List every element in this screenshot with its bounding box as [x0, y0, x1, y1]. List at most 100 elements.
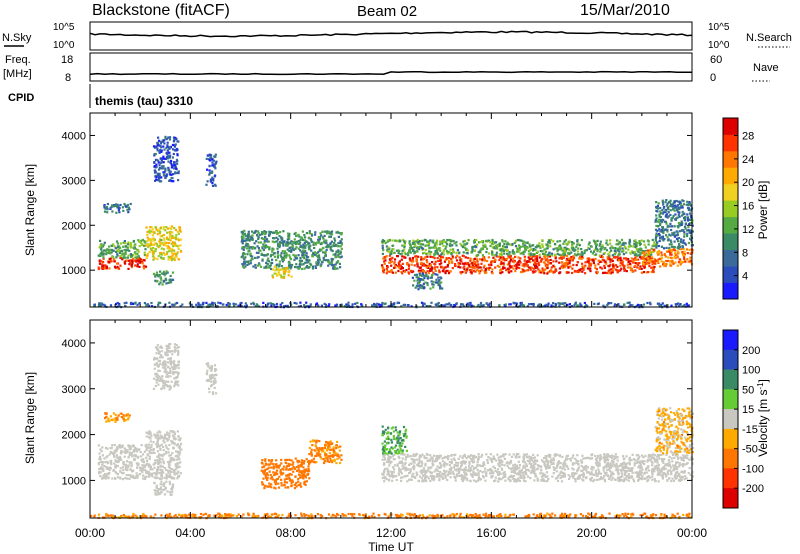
power-cell [568, 240, 571, 243]
velocity-cell [180, 448, 183, 451]
power-cell [131, 261, 134, 264]
power-cell [152, 237, 155, 240]
power-cell [242, 248, 245, 251]
velocity-cell [172, 446, 175, 449]
power-cell [491, 246, 494, 249]
power-cell [153, 169, 156, 172]
velocity-cell [153, 481, 156, 484]
velocity-cell [144, 464, 147, 467]
power-cell [311, 255, 314, 258]
power-cell [627, 245, 630, 248]
power-cell [530, 257, 533, 260]
velocity-cell [175, 458, 178, 461]
velocity-cell [114, 464, 117, 467]
power-cell [502, 249, 505, 252]
power-cell [679, 201, 682, 204]
power-cell [143, 259, 146, 262]
power-cell [635, 253, 638, 256]
power-cell [481, 305, 484, 308]
power-cell [633, 258, 636, 262]
power-cell [676, 231, 679, 234]
power-cell [160, 278, 163, 281]
power-cell [495, 247, 498, 250]
power-cell [306, 264, 309, 268]
power-cell [532, 303, 535, 306]
power-cell [516, 266, 519, 269]
power-cell [139, 261, 142, 264]
velocity-cell [112, 452, 115, 455]
power-cell [413, 279, 416, 282]
power-cell [534, 246, 537, 249]
power-cell [680, 248, 683, 251]
velocity-cell [173, 443, 176, 446]
power-cell [537, 304, 540, 307]
velocity-cell [205, 362, 208, 366]
power-cell [176, 154, 179, 157]
power-cell [461, 262, 464, 265]
power-cell [270, 253, 273, 256]
power-cell [528, 258, 532, 261]
power-cell [433, 257, 436, 260]
power-cell [98, 262, 102, 265]
power-cell [404, 252, 407, 256]
power-cell [97, 266, 100, 269]
power-cell [174, 254, 178, 257]
power-cell [329, 248, 332, 251]
power-cell [452, 248, 455, 251]
power-cell [548, 262, 551, 265]
power-cell [661, 220, 664, 223]
power-cell [388, 238, 391, 242]
power-cell [511, 249, 514, 252]
power-cell [227, 302, 230, 305]
power-cell [488, 302, 491, 305]
power-cell [655, 220, 658, 223]
power-cell [571, 271, 574, 275]
power-cell [623, 257, 626, 260]
power-cell [690, 234, 693, 237]
power-cell [523, 245, 526, 248]
power-cell [499, 269, 502, 272]
power-cell [307, 261, 310, 264]
power-cell [526, 265, 529, 268]
power-cell [632, 245, 635, 248]
velocity-cell [170, 361, 173, 364]
power-cell [450, 258, 453, 261]
power-cell [197, 301, 200, 305]
velocity-cell [116, 446, 119, 449]
power-cell [248, 238, 251, 241]
power-cell [118, 302, 121, 305]
power-cell [651, 257, 654, 260]
power-cell [550, 238, 553, 241]
power-cell [686, 252, 689, 255]
power-cell [514, 240, 517, 243]
power-cell [247, 234, 250, 237]
velocity-cell [156, 476, 159, 479]
power-cell [439, 258, 442, 261]
power-cell [427, 242, 430, 245]
power-cell [639, 251, 642, 255]
velocity-cell [160, 491, 163, 494]
power-cell [466, 302, 469, 305]
power-cell [627, 257, 630, 261]
power-cell [509, 258, 513, 261]
power-cell [689, 231, 692, 234]
power-cell [151, 234, 154, 237]
power-cell [666, 216, 669, 219]
power-cell [208, 173, 211, 176]
power-cell [684, 215, 687, 218]
power-cell [558, 240, 562, 243]
power-cell [623, 268, 626, 271]
power-cell [108, 257, 111, 260]
velocity-cell [172, 372, 175, 376]
power-cell [677, 213, 680, 216]
power-cell [415, 273, 418, 276]
power-cell [467, 239, 470, 242]
power-cell [273, 265, 276, 269]
power-cell [408, 242, 411, 245]
power-cell [320, 304, 323, 307]
power-cell [278, 265, 281, 268]
power-cell [464, 270, 467, 273]
power-cell [388, 251, 391, 254]
power-cell [446, 303, 449, 306]
power-cell [339, 252, 342, 255]
